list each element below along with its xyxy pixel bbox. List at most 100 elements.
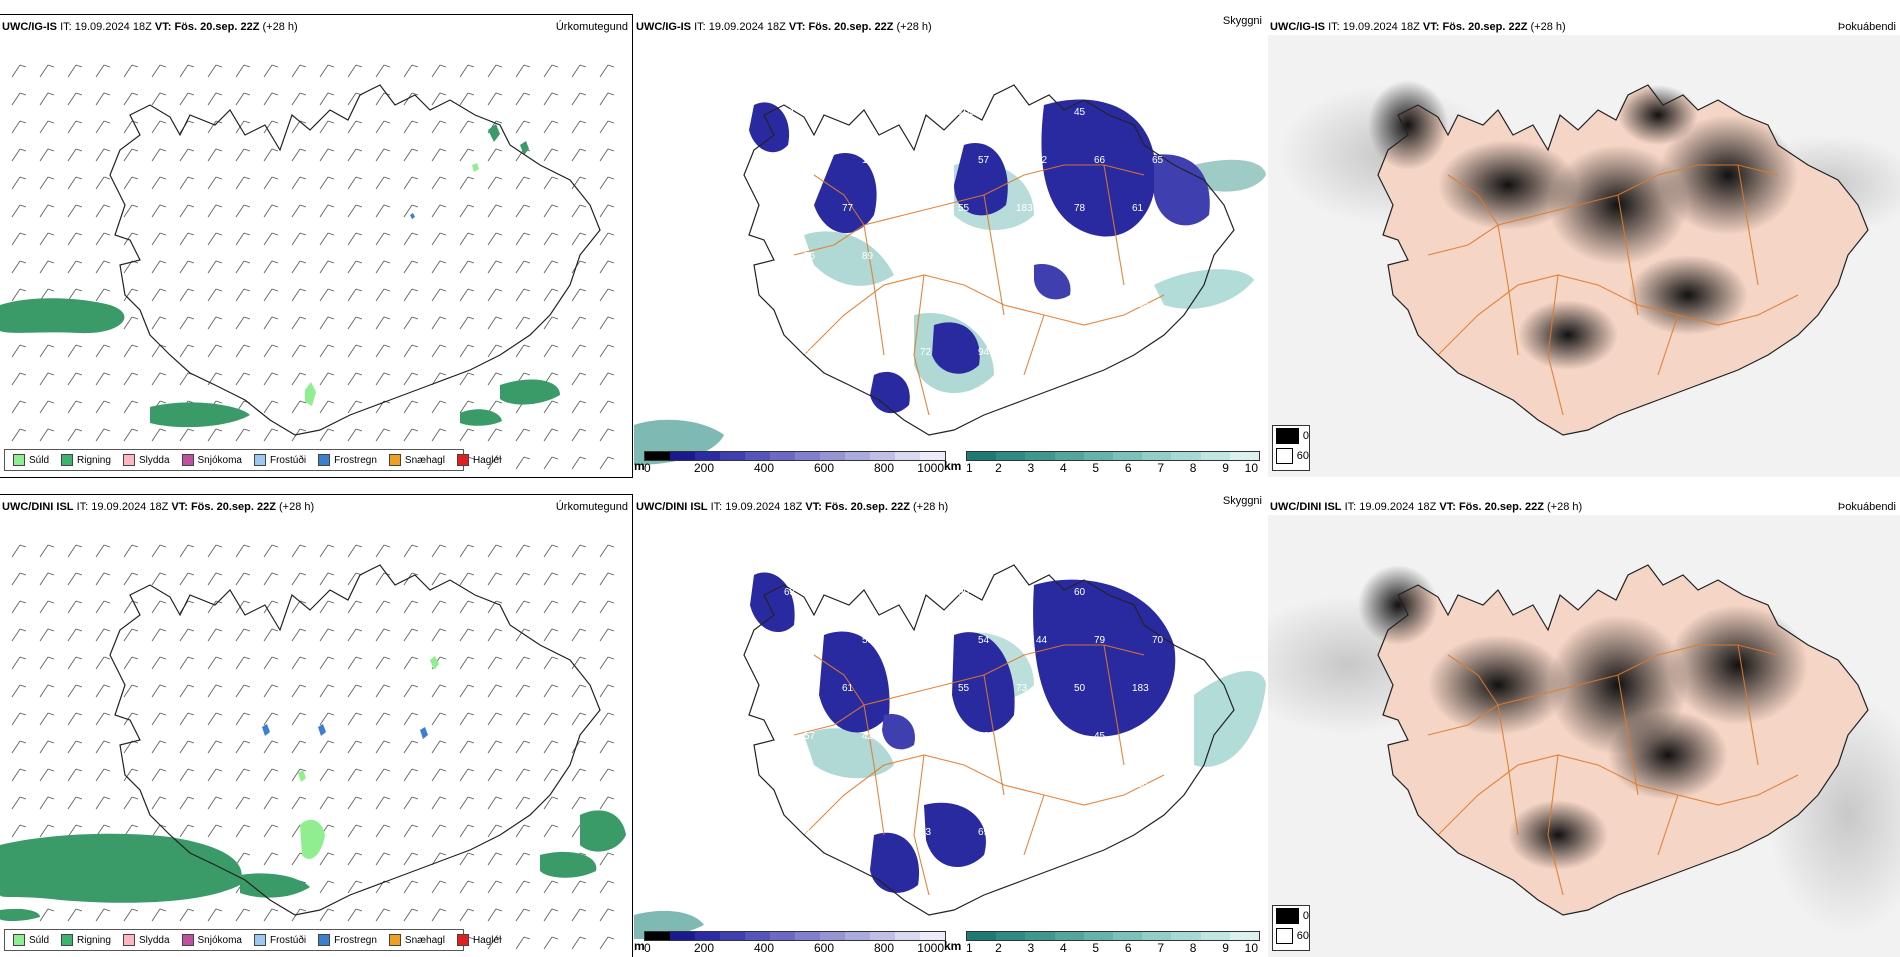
cloud-base-label: 42 [1132, 107, 1144, 118]
wind-barb [459, 824, 475, 838]
wind-barb [487, 92, 503, 106]
wind-barb [347, 908, 363, 922]
wind-barb [11, 204, 27, 218]
wind-barb [431, 628, 447, 642]
wind-barb [319, 852, 335, 866]
wind-barb [487, 796, 503, 810]
wind-barb [487, 316, 503, 330]
cloud-base-label: 50 [1074, 779, 1086, 790]
cloud-base-label: 61 [1132, 203, 1144, 214]
wind-barb [179, 64, 195, 78]
wind-barb [11, 796, 27, 810]
legend-swatch [181, 454, 194, 466]
cloud-base-label: 24 [1074, 299, 1086, 310]
wind-barb [599, 64, 615, 78]
wind-barb [235, 796, 251, 810]
wind-barb [571, 544, 587, 558]
wind-barb [515, 712, 531, 726]
wind-barb [151, 344, 167, 358]
wind-barb [403, 824, 419, 838]
wind-barb [599, 120, 615, 134]
wind-barb [39, 120, 55, 134]
wind-barb [67, 908, 83, 922]
wind-barb [459, 176, 475, 190]
wind-barb [263, 712, 279, 726]
wind-barb [95, 768, 111, 782]
colorbar-tick: 9 [1222, 941, 1229, 955]
wind-barb [151, 176, 167, 190]
wind-barb [95, 712, 111, 726]
wind-barb [235, 316, 251, 330]
wind-barb [179, 428, 195, 442]
coastline [743, 564, 1235, 916]
wind-barb [39, 628, 55, 642]
wind-barb [599, 684, 615, 698]
wind-barb [39, 64, 55, 78]
panel-header: UWC/IG-IS IT: 19.09.2024 18Z VT: Fös. 20… [2, 21, 298, 33]
fog-key-label: 0 [1302, 430, 1309, 442]
legend-label: Snæhagl [404, 934, 445, 946]
wind-barb [39, 148, 55, 162]
wind-barb [263, 64, 279, 78]
wind-barb [543, 316, 559, 330]
road-path [1657, 794, 1679, 856]
wind-barb [375, 768, 391, 782]
road-path [863, 704, 885, 836]
road-path [1737, 644, 1759, 766]
wind-barb [39, 400, 55, 414]
wind-barb [347, 428, 363, 442]
wind-barb [235, 544, 251, 558]
wind-barbs [11, 64, 615, 470]
cloud-base-colorbar: m 0 200 400 600 800 1000 [634, 931, 946, 955]
cloud-base-label: 55 [958, 683, 970, 694]
wind-barb [347, 204, 363, 218]
wind-barb [207, 572, 223, 586]
wind-barb [599, 712, 615, 726]
wind-barb [543, 176, 559, 190]
wind-barb [39, 260, 55, 274]
cloud-base-labels: 63 71 70 90 76 60 53 70 53 59 54 44 79 70 54 61 62 55 73 50… [784, 587, 1164, 838]
wind-barb [95, 572, 111, 586]
fog-key-swatch [1276, 928, 1293, 944]
wind-barb [571, 344, 587, 358]
wind-barb [235, 64, 251, 78]
wind-barb [515, 908, 531, 922]
wind-barb [431, 120, 447, 134]
cloud-base-label: 66 [1094, 155, 1106, 166]
wind-barb [11, 120, 27, 134]
wind-barb [179, 712, 195, 726]
wind-barb [487, 936, 503, 950]
coastline-path [1377, 84, 1869, 436]
cloud-base-label: 91 [804, 827, 816, 838]
legend-label: Haglél [472, 454, 502, 466]
wind-barb [431, 428, 447, 442]
wind-barb [375, 852, 391, 866]
wind-barb [67, 768, 83, 782]
wind-barb [459, 768, 475, 782]
wind-barb [95, 64, 111, 78]
visibility-panel-bottom: UWC/DINI ISL IT: 19.09.2024 18Z VT: Fös.… [634, 495, 1266, 957]
colorbar-tick: 8 [1189, 461, 1197, 475]
wind-barb [263, 544, 279, 558]
wind-barb [403, 400, 419, 414]
wind-barb [319, 880, 335, 894]
wind-barb [599, 344, 615, 358]
wind-barb [375, 908, 391, 922]
wind-barb [599, 740, 615, 754]
wind-barb [151, 600, 167, 614]
wind-barb [543, 600, 559, 614]
legend-swatch [388, 454, 401, 466]
wind-barb [179, 628, 195, 642]
wind-barb [207, 796, 223, 810]
wind-barb [459, 260, 475, 274]
colorbar-segment [895, 932, 920, 940]
wind-barb [39, 908, 55, 922]
colorbar-segment [845, 452, 870, 460]
colorbar-segment [1113, 452, 1143, 460]
wind-barb [67, 232, 83, 246]
wind-barb [487, 344, 503, 358]
wind-barb [11, 344, 27, 358]
wind-barb [403, 64, 419, 78]
wind-barb [599, 92, 615, 106]
panel-header: UWC/DINI ISL IT: 19.09.2024 18Z VT: Fös.… [2, 501, 315, 513]
